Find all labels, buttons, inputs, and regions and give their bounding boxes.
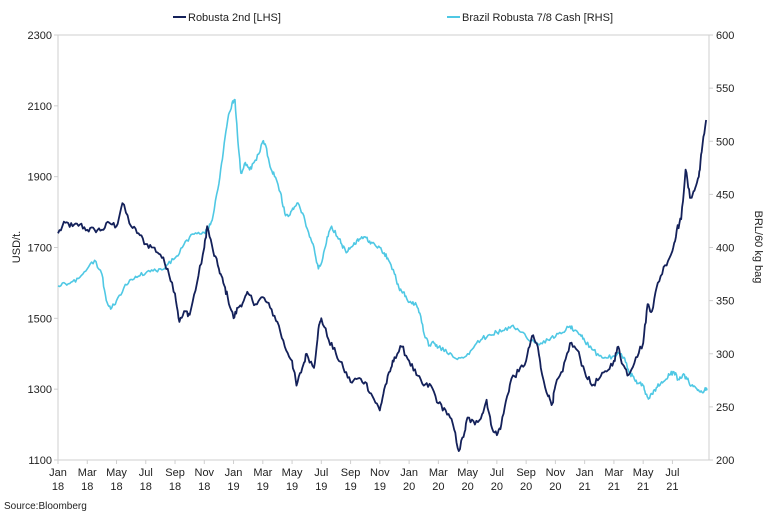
y-tick-right-label: 600	[716, 30, 734, 42]
x-tick-label-month: May	[106, 467, 127, 479]
x-tick-label-month: Jul	[314, 467, 328, 479]
x-ticks: Jan 18 Mar 18 May 18 Jul 18 Sep 18 Nov 18 Jan 19 Mar 19…	[49, 460, 679, 493]
x-tick-label-month: Jan	[225, 467, 243, 479]
x-tick-label-month: Nov	[195, 467, 215, 479]
series-line-robusta-2nd	[57, 119, 707, 452]
y-tick-left-label: 2300	[28, 30, 52, 42]
x-tick-label-year: 21	[608, 481, 620, 493]
x-tick-label-month: Jul	[665, 467, 679, 479]
x-tick-label-year: 18	[169, 481, 181, 493]
legend: Robusta 2nd [LHS] Brazil Robusta 7/8 Cas…	[173, 12, 613, 24]
x-tick-label-year: 18	[110, 481, 122, 493]
x-tick-label-month: Mar	[253, 467, 272, 479]
source-note: Source:Bloomberg	[4, 501, 87, 512]
x-tick-label-month: Nov	[546, 467, 566, 479]
x-tick-label-year: 20	[403, 481, 415, 493]
y-axis-title-left: USD/t.	[11, 231, 23, 263]
x-tick-label-year: 18	[140, 481, 152, 493]
y-tick-left-label: 1900	[28, 172, 52, 184]
x-tick-label-year: 20	[491, 481, 503, 493]
x-tick-label-year: 20	[520, 481, 532, 493]
x-tick-label-month: May	[457, 467, 478, 479]
x-tick-label-year: 19	[315, 481, 327, 493]
x-tick-label-month: Sep	[516, 467, 536, 479]
y-ticks-left: 1100 1300 1500 1700 1900 2100 2300	[28, 30, 58, 467]
x-tick-label-month: Jan	[400, 467, 418, 479]
x-tick-label-year: 20	[432, 481, 444, 493]
y-tick-left-label: 1500	[28, 313, 52, 325]
y-tick-left-label: 1700	[28, 243, 52, 255]
x-tick-label-month: Mar	[78, 467, 97, 479]
x-tick-label-year: 20	[549, 481, 561, 493]
x-tick-label-year: 21	[666, 481, 678, 493]
series-line-brazil-robusta-cash	[57, 98, 708, 400]
y-tick-right-label: 400	[716, 243, 734, 255]
x-tick-label-month: Jul	[490, 467, 504, 479]
y-tick-left-label: 1300	[28, 384, 52, 396]
x-tick-label-year: 19	[227, 481, 239, 493]
x-tick-label-year: 19	[374, 481, 386, 493]
x-tick-label-month: Jan	[576, 467, 594, 479]
x-tick-label-month: Mar	[429, 467, 448, 479]
x-tick-label-month: Sep	[341, 467, 361, 479]
x-tick-label-month: May	[282, 467, 303, 479]
x-tick-label-year: 18	[81, 481, 93, 493]
y-tick-left-label: 1100	[28, 455, 52, 467]
x-tick-label-month: May	[633, 467, 654, 479]
series-lines	[57, 98, 708, 452]
y-tick-right-label: 450	[716, 189, 734, 201]
x-tick-label-month: Nov	[370, 467, 390, 479]
x-tick-label-year: 21	[637, 481, 649, 493]
y-ticks-right: 200 250 300 350 400 450 500 550 600	[709, 30, 734, 467]
x-tick-label-month: Sep	[165, 467, 185, 479]
y-tick-right-label: 200	[716, 455, 734, 467]
y-tick-right-label: 550	[716, 83, 734, 95]
x-tick-label-year: 18	[52, 481, 64, 493]
y-tick-right-label: 350	[716, 296, 734, 308]
x-tick-label-month: Jul	[139, 467, 153, 479]
y-axis-title-right: BRL/60 kg bag	[752, 211, 764, 284]
x-tick-label-year: 18	[198, 481, 210, 493]
x-tick-label-year: 20	[461, 481, 473, 493]
x-tick-label-month: Mar	[604, 467, 623, 479]
x-tick-label-year: 21	[579, 481, 591, 493]
y-tick-left-label: 2100	[28, 101, 52, 113]
x-tick-label-month: Jan	[49, 467, 67, 479]
y-tick-right-label: 300	[716, 349, 734, 361]
y-tick-right-label: 250	[716, 402, 734, 414]
legend-label-robusta-2nd: Robusta 2nd [LHS]	[188, 12, 281, 24]
x-tick-label-year: 19	[286, 481, 298, 493]
x-tick-label-year: 19	[344, 481, 356, 493]
x-tick-label-year: 19	[257, 481, 269, 493]
y-tick-right-label: 500	[716, 136, 734, 148]
legend-label-brazil-robusta-cash: Brazil Robusta 7/8 Cash [RHS]	[462, 12, 613, 24]
